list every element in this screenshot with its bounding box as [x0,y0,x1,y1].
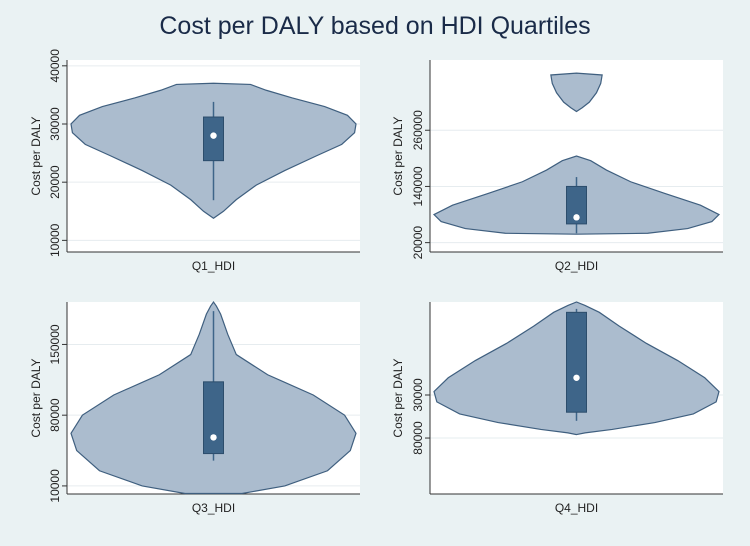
violin-shape-upper [550,72,603,113]
panel-Q4_HDI: 80000 30000 Cost per DALY Q4_HDI [391,301,723,515]
y-tick-label: 30000 [411,378,425,412]
panel-Q1_HDI: 10000 20000 30000 40000 Cost per DALY Q1_HDI [29,49,360,273]
y-tick-label: 20000 [48,165,62,199]
median-marker [210,132,217,139]
panel-Q2_HDI: 20000 140000 260000 Cost per DALY Q2_HDI [391,60,723,273]
median-marker [573,214,580,221]
iqr-box [566,185,587,225]
y-axis-label: Cost per DALY [391,116,405,195]
y-axis-label: Cost per DALY [29,116,43,195]
iqr-box [566,311,587,413]
x-category-label: Q1_HDI [192,259,235,273]
y-tick-label: 30000 [48,107,62,141]
y-tick-label: 10000 [48,223,62,257]
y-tick-label: 20000 [411,226,425,260]
y-tick-label: 80000 [48,398,62,432]
median-marker [210,434,217,441]
x-category-label: Q4_HDI [555,501,598,515]
panel-Q3_HDI: 10000 80000 150000 Cost per DALY Q3_HDI [29,300,360,515]
y-tick-label: 40000 [48,49,62,83]
y-tick-label: 140000 [411,166,425,206]
median-marker [573,374,580,381]
iqr-box [203,381,224,455]
y-tick-label: 10000 [48,469,62,503]
y-tick-label: 150000 [48,324,62,364]
y-axis-label: Cost per DALY [29,358,43,437]
chart-title: Cost per DALY based on HDI Quartiles [159,12,591,40]
x-category-label: Q2_HDI [555,259,598,273]
x-category-label: Q3_HDI [192,501,235,515]
y-axis-label: Cost per DALY [391,358,405,437]
y-tick-label: 260000 [411,110,425,150]
y-tick-label: 80000 [411,421,425,455]
